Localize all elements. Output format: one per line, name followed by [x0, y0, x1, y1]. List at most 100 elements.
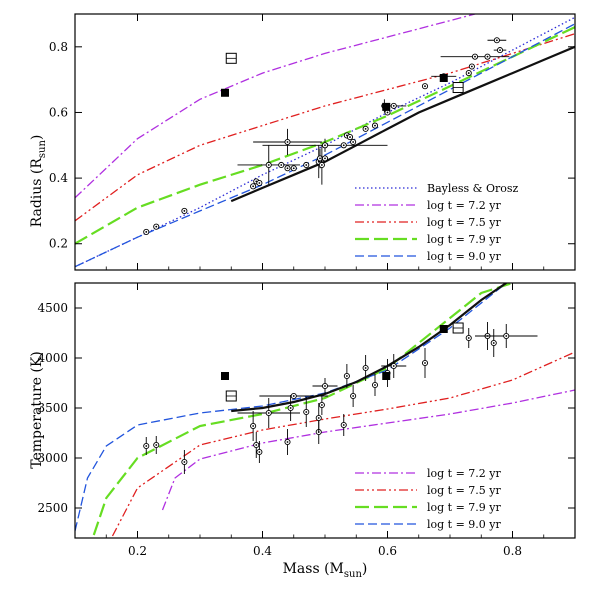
radius-data-point-center: [155, 225, 158, 228]
radius-legend-label: log t = 7.9 yr: [427, 233, 502, 246]
radius-filled-square-marker: [439, 74, 448, 82]
x-tick-label: 0.4: [253, 544, 272, 558]
radius-data-point-center: [386, 111, 389, 114]
radius-y-axis-title: Radius (Rsun): [29, 135, 48, 228]
temperature-data-point-center: [364, 367, 367, 369]
temperature-data-point-center: [317, 417, 320, 419]
temperature-legend-label: log t = 7.9 yr: [427, 501, 502, 514]
temperature-legend: log t = 7.2 yr log t = 7.5 yr log t = 7.9 …: [355, 467, 502, 531]
radius-data-point-center: [183, 210, 186, 212]
radius-legend-label: log t = 9.0 yr: [427, 250, 502, 263]
radius-data-point-center: [286, 141, 289, 143]
radius-plot-area: [75, 14, 575, 268]
radius-data-point-center: [280, 164, 283, 166]
radius-data-point-center: [499, 49, 501, 52]
temperature-data-point-center: [286, 441, 289, 443]
temperature-data-point-center: [183, 461, 186, 463]
temperature-data-point-center: [467, 337, 470, 339]
temperature-data-point-center: [324, 385, 326, 387]
radius-data-point-center: [252, 185, 255, 188]
radius-ticks: 0.2 0.4 0.6 0.8: [49, 14, 576, 270]
temperature-data-point-center: [492, 342, 495, 344]
temperature-series-log-t-7-2-yr-line: [161, 389, 575, 511]
radius-y-tick-label: 0.8: [49, 40, 68, 54]
radius-data-point-center: [392, 104, 395, 107]
radius-series-log-t-7-2-yr-line: [75, 14, 476, 199]
temperature-data-point-center: [305, 411, 308, 413]
temperature-data-point-center: [145, 445, 148, 447]
temperature-y-tick-label: 3000: [37, 451, 68, 465]
temperature-data-point-center: [345, 375, 348, 377]
temperature-data-point-center: [155, 444, 158, 446]
radius-data-point-center: [495, 39, 498, 42]
temperature-data-point-center: [255, 444, 258, 446]
radius-filled-square-marker: [221, 88, 229, 97]
radius-data-point-center: [324, 144, 326, 147]
radius-data-point-center: [286, 167, 289, 170]
radius-series-log-t-7-5-yr-line: [75, 33, 575, 222]
radius-filled-square-marker: [382, 102, 391, 111]
radius-legend-label: Bayless & Orosz: [427, 182, 519, 195]
temperature-data-point-center: [392, 365, 395, 367]
x-axis-title: Mass (Msun): [283, 561, 368, 580]
temperature-plot-area: [75, 283, 575, 537]
radius-data-point-center: [349, 136, 351, 138]
temperature-plot-frame: [74, 282, 576, 539]
temperature-data-point-center: [342, 424, 345, 426]
radius-data-point-center: [342, 144, 345, 147]
radius-data-point-center: [324, 157, 326, 160]
radius-data-point-center: [267, 164, 270, 166]
x-tick-label: 0.8: [503, 544, 522, 558]
x-tick-label: 0.2: [128, 544, 147, 558]
temperature-data-point-center: [505, 335, 508, 337]
radius-data-point-center: [258, 182, 261, 184]
temperature-y-tick-label: 4500: [37, 301, 68, 315]
temperature-data-point-center: [289, 407, 292, 409]
radius-series-model-fit-line: [230, 45, 575, 203]
temperature-filled-square-marker: [439, 325, 448, 333]
temperature-y-tick-label: 3500: [37, 401, 68, 415]
radius-y-tick-label: 0.4: [49, 171, 68, 185]
x-tick-label: 0.6: [378, 544, 397, 558]
radius-data-point-center: [486, 55, 489, 58]
radius-data-point-center: [374, 124, 376, 127]
temperature-series-model-fit-line: [231, 283, 507, 413]
radius-y-tick-label: 0.2: [49, 237, 68, 251]
radius-y-tick-label: 0.6: [49, 105, 68, 119]
temperature-legend-label: log t = 7.5 yr: [427, 484, 502, 497]
temperature-data-point-center: [258, 451, 261, 453]
radius-data-point-center: [467, 72, 470, 74]
radius-data-point-center: [319, 157, 321, 160]
temperature-data-point-center: [320, 404, 323, 406]
temperature-series-log-t-9-0-yr-line: [75, 283, 507, 532]
radius-data-point-center: [320, 164, 323, 166]
radius-data-point-center: [292, 167, 295, 170]
radius-legend-label: log t = 7.5 yr: [427, 216, 502, 229]
temperature-filled-square-marker: [382, 372, 391, 380]
radius-data-point-center: [145, 231, 148, 233]
radius-data-point-center: [305, 164, 308, 166]
temperature-data-point-center: [252, 425, 255, 427]
radius-data-point-center: [470, 65, 473, 68]
temperature-legend-label: log t = 9.0 yr: [427, 518, 502, 531]
temperature-data-point-center: [374, 384, 376, 386]
temperature-y-tick-label: 2500: [37, 501, 68, 515]
temperature-data-point-center: [352, 395, 355, 397]
temperature-legend-label: log t = 7.2 yr: [427, 467, 502, 480]
radius-legend: Bayless & Orosz log t = 7.2 yr log t = 7.5…: [355, 182, 519, 263]
temperature-series-log-t-7-5-yr-line: [111, 351, 575, 537]
radius-legend-label: log t = 7.2 yr: [427, 199, 502, 212]
temperature-ticks: 0.2 0.4 0.6 0.8 2500 3000 3500 4000 4500: [37, 283, 576, 558]
temperature-data-point-center: [424, 362, 426, 364]
radius-panel: 0.2 0.4 0.6 0.8 Bayless & Orosz log t = 7.2 …: [29, 13, 576, 271]
temperature-panel: 0.2 0.4 0.6 0.8 2500 3000 3500 4000 4500 log t =…: [29, 282, 576, 558]
radius-data-point-center: [474, 55, 476, 58]
temperature-filled-square-marker: [221, 372, 229, 380]
radius-data-point-center: [364, 127, 367, 130]
temperature-data-point-center: [267, 412, 270, 414]
temperature-y-tick-label: 4000: [37, 351, 68, 365]
temperature-data-point-center: [292, 395, 295, 397]
radius-data-point-center: [352, 141, 355, 143]
temperature-series-log-t-7-9-yr-line: [92, 283, 513, 536]
